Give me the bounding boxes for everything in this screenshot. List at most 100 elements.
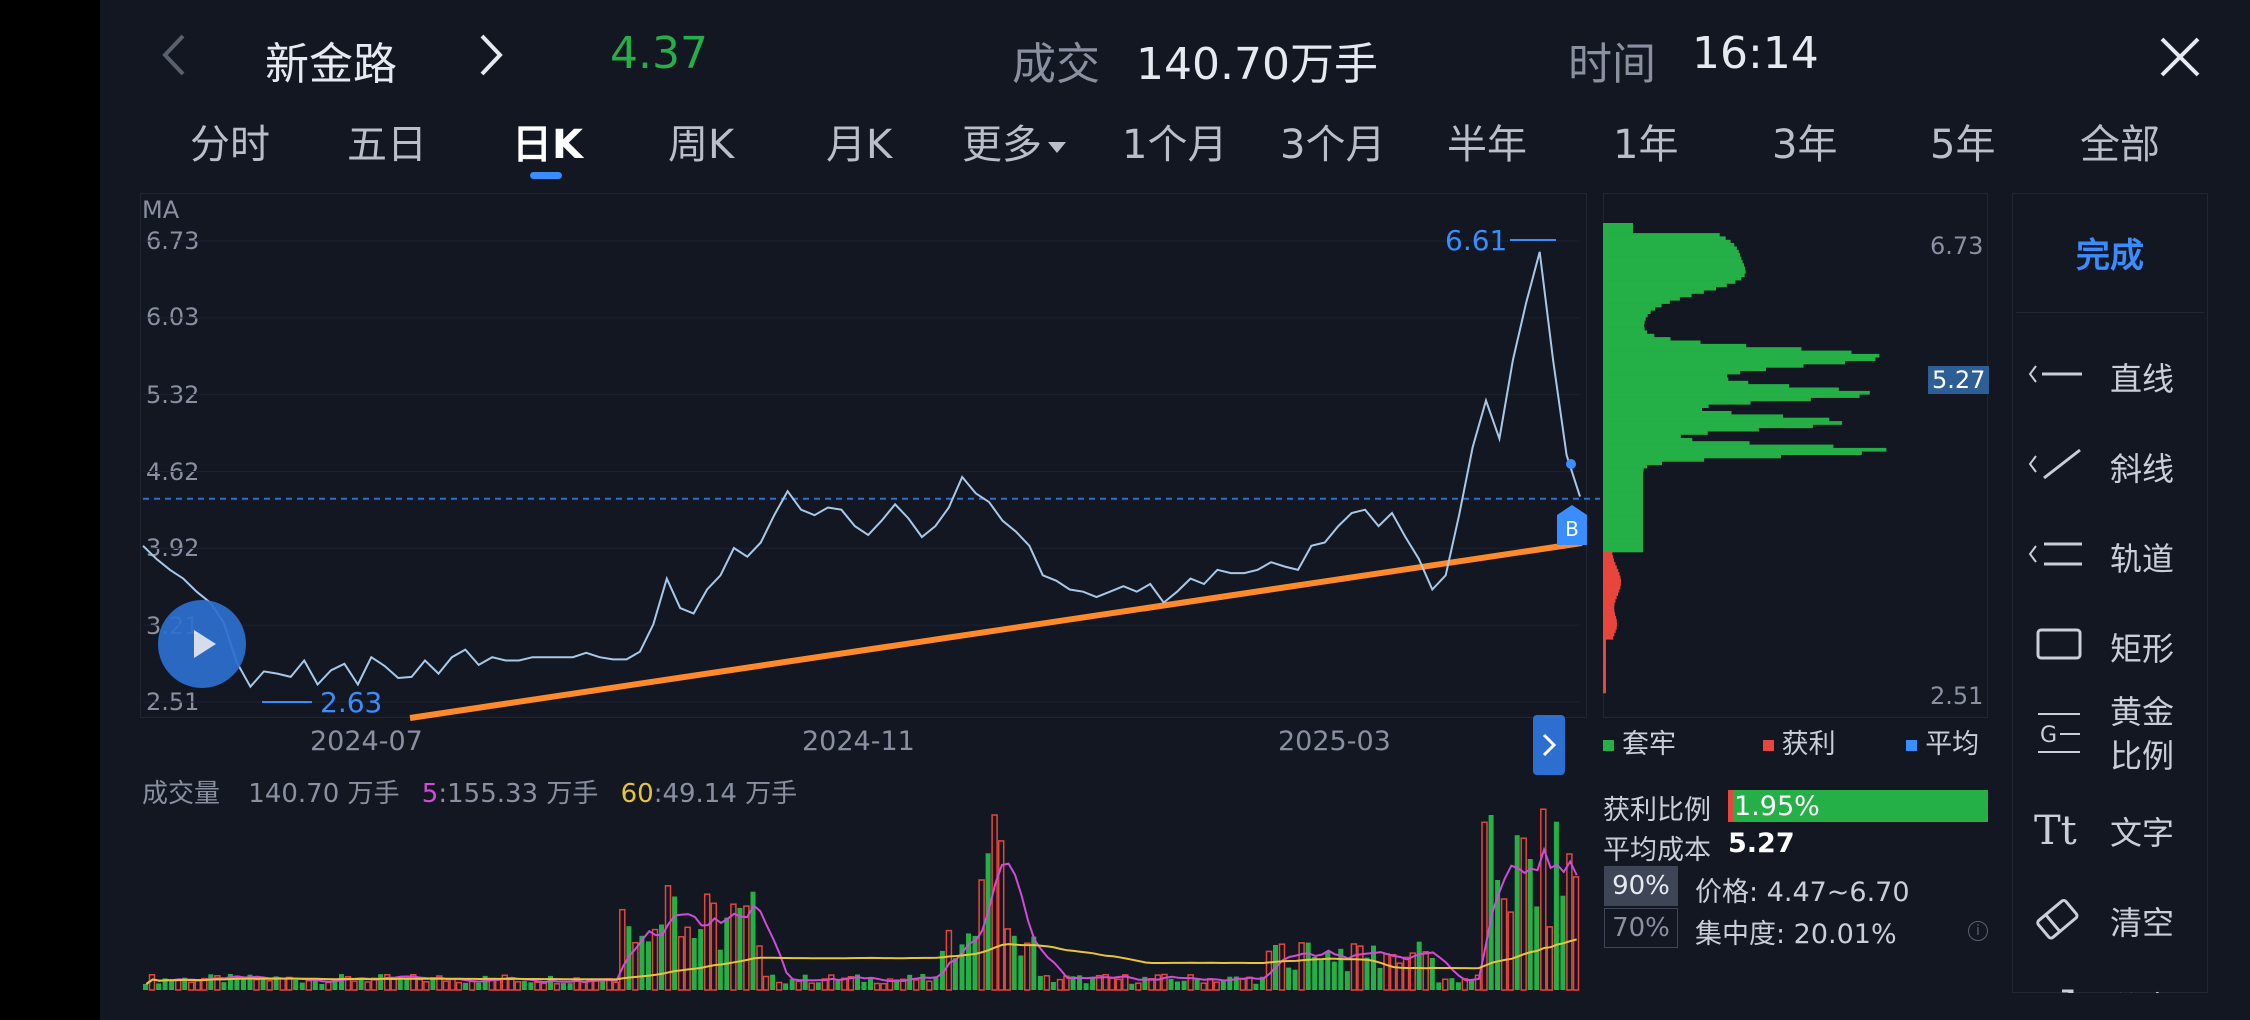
volume-bar [847,976,855,991]
volume-bar [997,840,1005,991]
avg-cost-badge: 5.27 [1928,366,1990,394]
volume-bar [959,944,965,990]
volume-bar [455,981,463,991]
volume-ma60-value: :49.14 万手 [653,779,798,809]
chip-bar-trapped [1603,545,1643,549]
legend-trapped: 套牢 [1603,729,1676,760]
chip-bar-trapped [1603,407,1702,412]
volume-bar [1129,983,1135,990]
chip-bar-trapped [1603,353,1880,358]
volume-bar [775,981,783,991]
tab-3[interactable]: 周K [668,112,734,170]
volume-chart[interactable] [0,800,1600,1000]
chip-bar-profit [1603,575,1621,580]
volume-bar [1350,943,1358,991]
price-chart[interactable] [0,0,1600,730]
chip-bar-profit [1603,686,1606,690]
volume-bar [802,974,808,990]
volume-bar [1077,975,1083,990]
profit-ratio-value: 1.95% [1734,791,1820,822]
volume-bar [1495,880,1501,990]
volume-bar [1265,950,1273,991]
tab-9[interactable]: 1年 [1613,112,1678,170]
volume-bar [227,974,233,990]
volume-bar [1422,951,1429,991]
tool-sidebar [2012,193,2208,993]
volume-label: 成交 [1012,39,1100,90]
chip-bar-trapped [1603,270,1746,274]
tab-7[interactable]: 3个月 [1280,112,1385,170]
tool-channel[interactable]: 轨道 [2012,516,2208,596]
volume-bar [920,974,926,990]
chip-bar-trapped [1603,474,1643,479]
volume-bar [1168,978,1174,990]
tool-label: 清空 [2110,904,2175,942]
buy-marker[interactable]: B [1557,505,1587,545]
volume-bar [442,980,450,991]
close-button[interactable] [2158,35,2202,79]
volume-bar [548,975,553,990]
tool-text[interactable]: Tt 文字 [2012,790,2208,870]
volume-bar [1004,928,1011,991]
done-button[interactable]: 完成 [2076,236,2144,276]
volume-current: 140.70 万手 [248,779,400,809]
percent-70-button[interactable]: 70% [1604,908,1678,948]
chip-bar-profit [1603,646,1606,650]
tab-6[interactable]: 1个月 [1122,112,1227,170]
tab-label: 分时 [190,122,270,168]
trend-line[interactable] [409,540,1583,721]
tool-rect[interactable]: 矩形 [2012,606,2208,686]
volume-bar [201,977,208,991]
tab-10[interactable]: 3年 [1772,112,1837,170]
volume-bar [397,976,403,990]
tab-5[interactable]: 更多 [962,112,1066,170]
volume-bar [1050,982,1056,990]
volume-bar [913,979,920,991]
info-icon[interactable]: i [1968,921,1988,941]
chip-bar-trapped [1603,296,1680,301]
play-button[interactable] [158,600,246,688]
percent-90-button[interactable]: 90% [1604,866,1678,906]
date-tick: 2024-07 [310,726,423,757]
tool-slash[interactable]: 斜线 [2012,426,2208,506]
volume-bar [1331,961,1337,990]
chip-bar-trapped [1603,286,1716,291]
volume-bar [1024,942,1031,991]
tab-12[interactable]: 全部 [2080,112,2160,170]
volume-bar [214,975,221,991]
volume-bar [378,974,384,990]
tool-golden-ratio[interactable]: G 黄金比例 [2012,696,2208,776]
volume-bar [430,977,436,990]
chip-bar-trapped [1603,273,1745,278]
volume-bar [1298,942,1305,991]
tool-line[interactable]: 直线 [2012,336,2208,416]
volume-bar [991,814,998,991]
chip-bar-profit [1603,599,1616,603]
back-button[interactable] [155,30,195,80]
chip-bar-profit [1603,689,1606,694]
tab-8[interactable]: 半年 [1447,112,1527,170]
chip-bar-trapped [1603,434,1681,439]
tab-label: 3个月 [1280,122,1386,168]
tool-share[interactable]: 分享 [2012,965,2208,993]
volume-bar [939,950,945,990]
chip-bar-trapped [1603,340,1701,345]
tab-1[interactable]: 五日 [347,112,427,170]
chip-bar-trapped [1603,478,1643,482]
tab-0[interactable]: 分时 [190,112,270,170]
chip-bar-trapped [1603,417,1830,422]
active-tab-indicator [530,172,562,179]
volume-bar [1553,821,1559,990]
tab-4[interactable]: 月K [826,112,892,170]
expand-chart-button[interactable] [1533,715,1565,775]
tool-eraser[interactable]: 清空 [2012,880,2208,960]
volume-bar [1357,945,1364,991]
chip-bar-profit [1603,565,1617,570]
next-stock-button[interactable] [470,30,510,80]
tab-2[interactable]: 日K [512,112,583,170]
chip-bar-trapped [1603,320,1645,325]
tab-11[interactable]: 5年 [1930,112,1995,170]
chip-distribution-chart[interactable] [1603,193,1988,718]
chip-bar-trapped [1603,468,1644,472]
chip-bar-trapped [1603,515,1643,519]
